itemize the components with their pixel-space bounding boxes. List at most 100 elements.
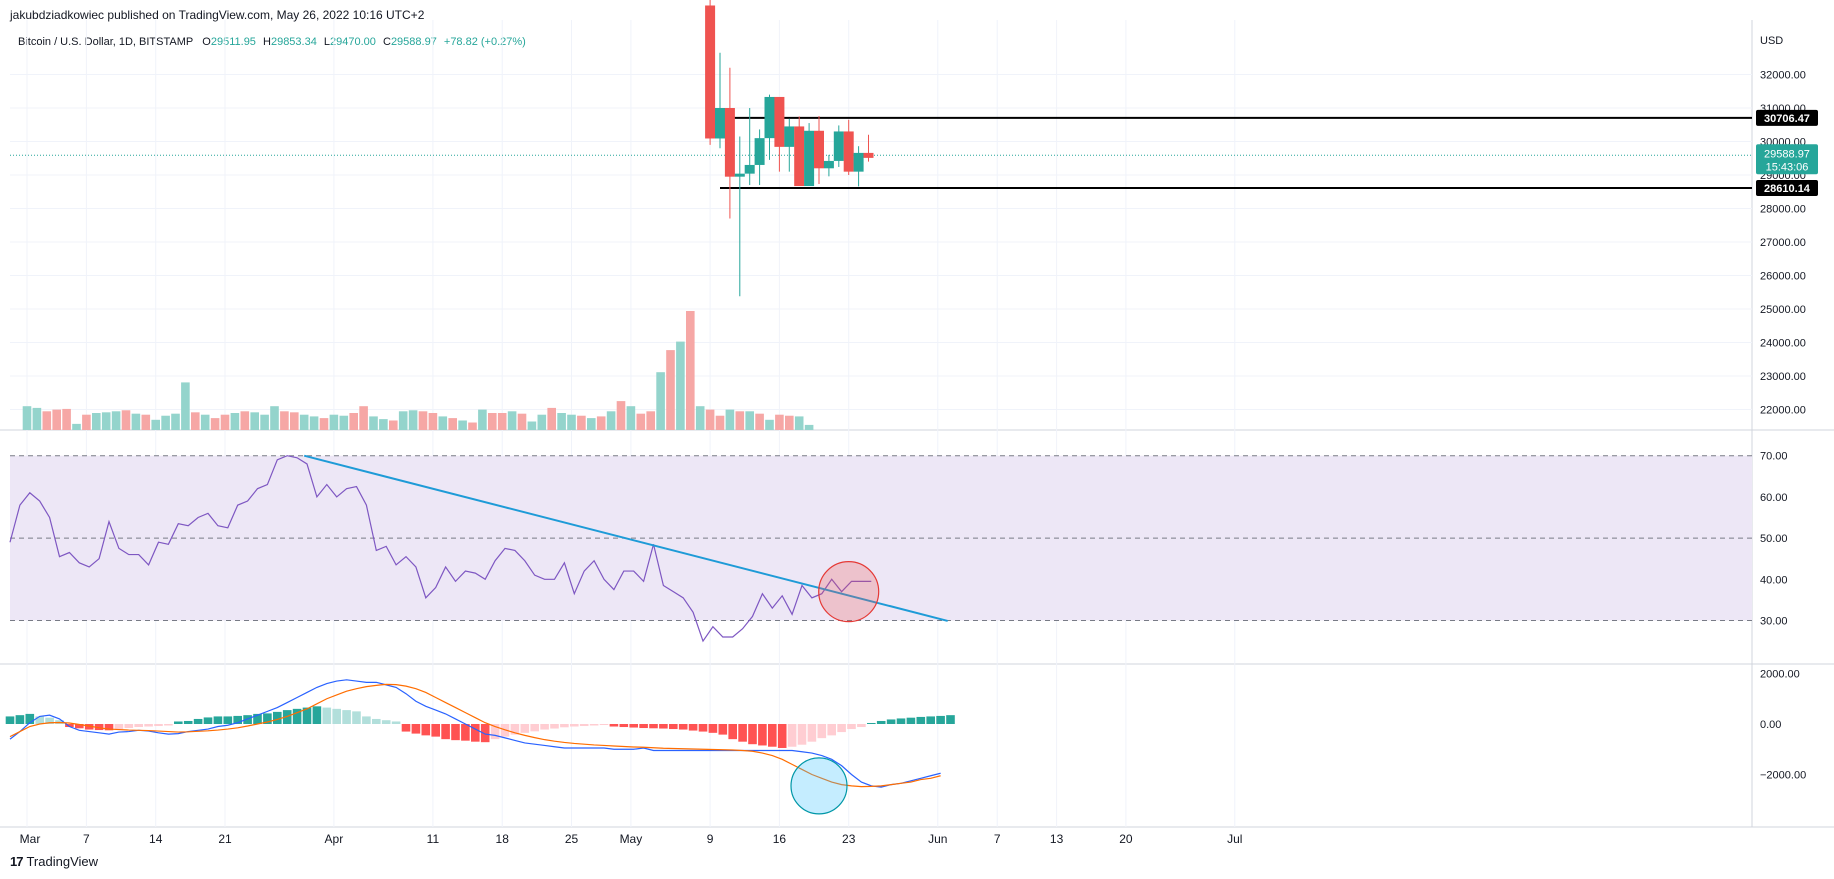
candle-body — [754, 138, 765, 165]
volume-bar — [369, 416, 378, 430]
volume-bar — [497, 413, 507, 430]
macd-histogram-bar — [282, 710, 292, 724]
x-tick-label: 18 — [496, 832, 510, 846]
volume-bar — [606, 411, 616, 430]
macd-histogram-bar — [154, 724, 163, 727]
rsi-tick-label: 40.00 — [1760, 574, 1788, 586]
macd-histogram-bar — [926, 716, 935, 724]
tradingview-logo-icon: 17 — [10, 854, 24, 869]
volume-bar — [62, 408, 71, 430]
volume-bar — [230, 413, 240, 430]
volume-bar — [725, 409, 735, 430]
macd-histogram-bar — [45, 717, 54, 724]
macd-histogram-bar — [174, 721, 183, 724]
volume-bar — [715, 415, 725, 430]
close-label: C — [382, 36, 391, 48]
volume-bar — [507, 411, 517, 430]
macd-histogram-bar — [857, 724, 866, 728]
volume-bar — [280, 411, 289, 430]
macd-histogram-bar — [797, 724, 807, 745]
price-tick-label: 23000.00 — [1760, 371, 1806, 383]
macd-histogram-bar — [471, 724, 480, 742]
volume-bar — [131, 413, 141, 430]
countdown-label: 15:43:06 — [1766, 161, 1809, 173]
high-label: H — [263, 36, 271, 48]
macd-histogram-bar — [520, 724, 530, 733]
volume-bar — [656, 372, 665, 430]
low-value: 29470.00 — [330, 36, 376, 48]
macd-histogram-bar — [827, 724, 836, 736]
x-tick-label: 14 — [149, 832, 163, 846]
macd-histogram-bar — [114, 724, 124, 730]
price-tick-label: 26000.00 — [1760, 271, 1806, 283]
macd-histogram-bar — [461, 724, 470, 741]
volume-bar — [695, 406, 705, 430]
volume-bar — [181, 382, 190, 430]
macd-histogram-bar — [718, 724, 728, 735]
volume-bar — [438, 416, 448, 430]
open-label: O — [202, 36, 211, 48]
x-tick-label: May — [620, 832, 643, 846]
volume-bar — [260, 414, 269, 430]
volume-bar — [616, 401, 626, 430]
macd-histogram-bar — [659, 724, 668, 729]
price-tick-label: 22000.00 — [1760, 405, 1806, 417]
volume-bar — [101, 412, 111, 430]
macd-histogram-bar — [738, 724, 747, 742]
macd-histogram-bar — [777, 724, 787, 748]
volume-bar — [72, 423, 81, 430]
volume-bar — [666, 350, 675, 430]
change-value: +78.82 (+0.27%) — [443, 36, 526, 48]
volume-bar — [359, 406, 368, 430]
candle-body — [774, 96, 785, 147]
volume-bar — [398, 411, 408, 430]
macd-histogram-bar — [164, 724, 173, 726]
macd-histogram-bar — [35, 716, 44, 724]
macd-histogram-bar — [25, 713, 35, 724]
macd-histogram-bar — [669, 724, 678, 730]
last-price-label: 29588.97 — [1764, 148, 1810, 160]
macd-histogram-bar — [807, 724, 817, 742]
volume-bar — [52, 409, 61, 430]
high-value: 29853.34 — [270, 36, 317, 48]
volume-bar — [626, 406, 636, 430]
macd-histogram-bar — [510, 724, 520, 735]
volume-bar — [171, 413, 180, 430]
macd-histogram-bar — [302, 707, 312, 724]
macd-histogram-bar — [550, 724, 559, 729]
x-tick-label: Jun — [928, 832, 947, 846]
volume-bar — [587, 418, 596, 430]
macd-histogram-bar — [381, 720, 391, 724]
macd-histogram-bar — [104, 724, 114, 731]
volume-bar — [92, 413, 101, 430]
volume-bar — [418, 411, 428, 430]
volume-bar — [468, 422, 477, 430]
candle-body — [724, 108, 735, 177]
candle-body — [784, 126, 795, 147]
volume-bar — [191, 412, 200, 430]
volume-bar — [537, 414, 547, 430]
rsi-tick-label: 60.00 — [1760, 492, 1788, 504]
volume-bar — [111, 411, 121, 430]
symbol-legend: Bitcoin / U.S. Dollar, 1D, BITSTAMP O295… — [18, 36, 530, 48]
candle-body — [863, 152, 874, 158]
volume-bar — [745, 411, 754, 430]
x-tick-label: 20 — [1119, 832, 1133, 846]
macd-histogram-bar — [490, 724, 500, 740]
candle-body — [734, 173, 745, 177]
macd-histogram-bar — [540, 724, 549, 730]
chart-canvas[interactable]: Mar 7 14 21 Apr 11 18 25 May 9 16 23 Jun 7 13 20 Jul 2200… — [0, 0, 1834, 850]
rsi-trendline — [303, 454, 948, 622]
volume-bar — [458, 420, 467, 430]
macd-histogram-bar — [867, 722, 876, 724]
volume-bar — [775, 414, 784, 430]
macd-histogram-bar — [362, 716, 371, 724]
x-tick-label: 7 — [994, 832, 1001, 846]
macd-histogram-bar — [273, 711, 282, 724]
macd-histogram-bar — [15, 715, 25, 724]
x-tick-label: 21 — [218, 832, 232, 846]
macd-histogram-bar — [253, 713, 262, 724]
volume-bar — [121, 410, 131, 430]
macd-histogram-bar — [678, 724, 688, 730]
volume-bar — [32, 407, 42, 430]
